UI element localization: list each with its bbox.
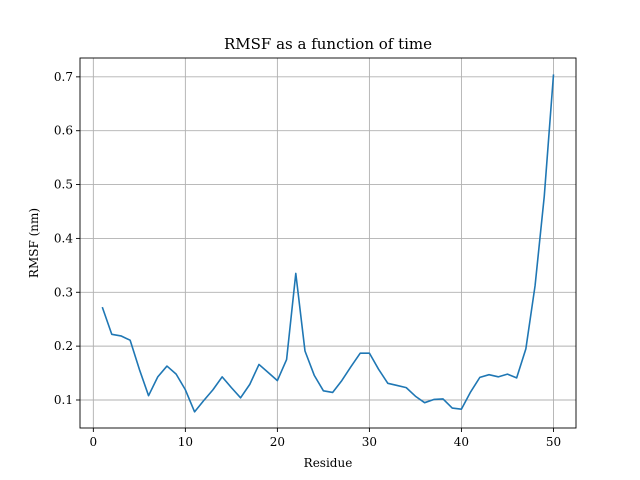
y-axis-label: RMSF (nm) (27, 208, 41, 278)
y-tick-label: 0.1 (54, 393, 73, 407)
x-axis-label: Residue (304, 456, 353, 470)
x-tick-label: 30 (362, 435, 377, 449)
plot-frame (79, 57, 577, 429)
y-tick-label: 0.7 (54, 70, 73, 84)
x-tick-label: 40 (454, 435, 469, 449)
rmsf-series-line (101, 74, 555, 413)
series-layer (101, 74, 555, 413)
grid-layer (80, 58, 576, 428)
y-tick-label: 0.4 (54, 231, 73, 245)
x-tick-label: 0 (90, 435, 98, 449)
y-tick-label: 0.2 (54, 339, 73, 353)
tick-layer: 0 10 20 30 40 50 0.1 0.2 0.3 0.4 0.5 0.6 0.7 (54, 70, 561, 449)
y-tick-label: 0.5 (54, 178, 73, 192)
x-tick-label: 20 (270, 435, 285, 449)
chart-title: RMSF as a function of time (224, 35, 432, 53)
y-tick-label: 0.3 (54, 285, 73, 299)
x-tick-label: 10 (178, 435, 193, 449)
y-tick-label: 0.6 (54, 124, 73, 138)
x-tick-label: 50 (546, 435, 561, 449)
